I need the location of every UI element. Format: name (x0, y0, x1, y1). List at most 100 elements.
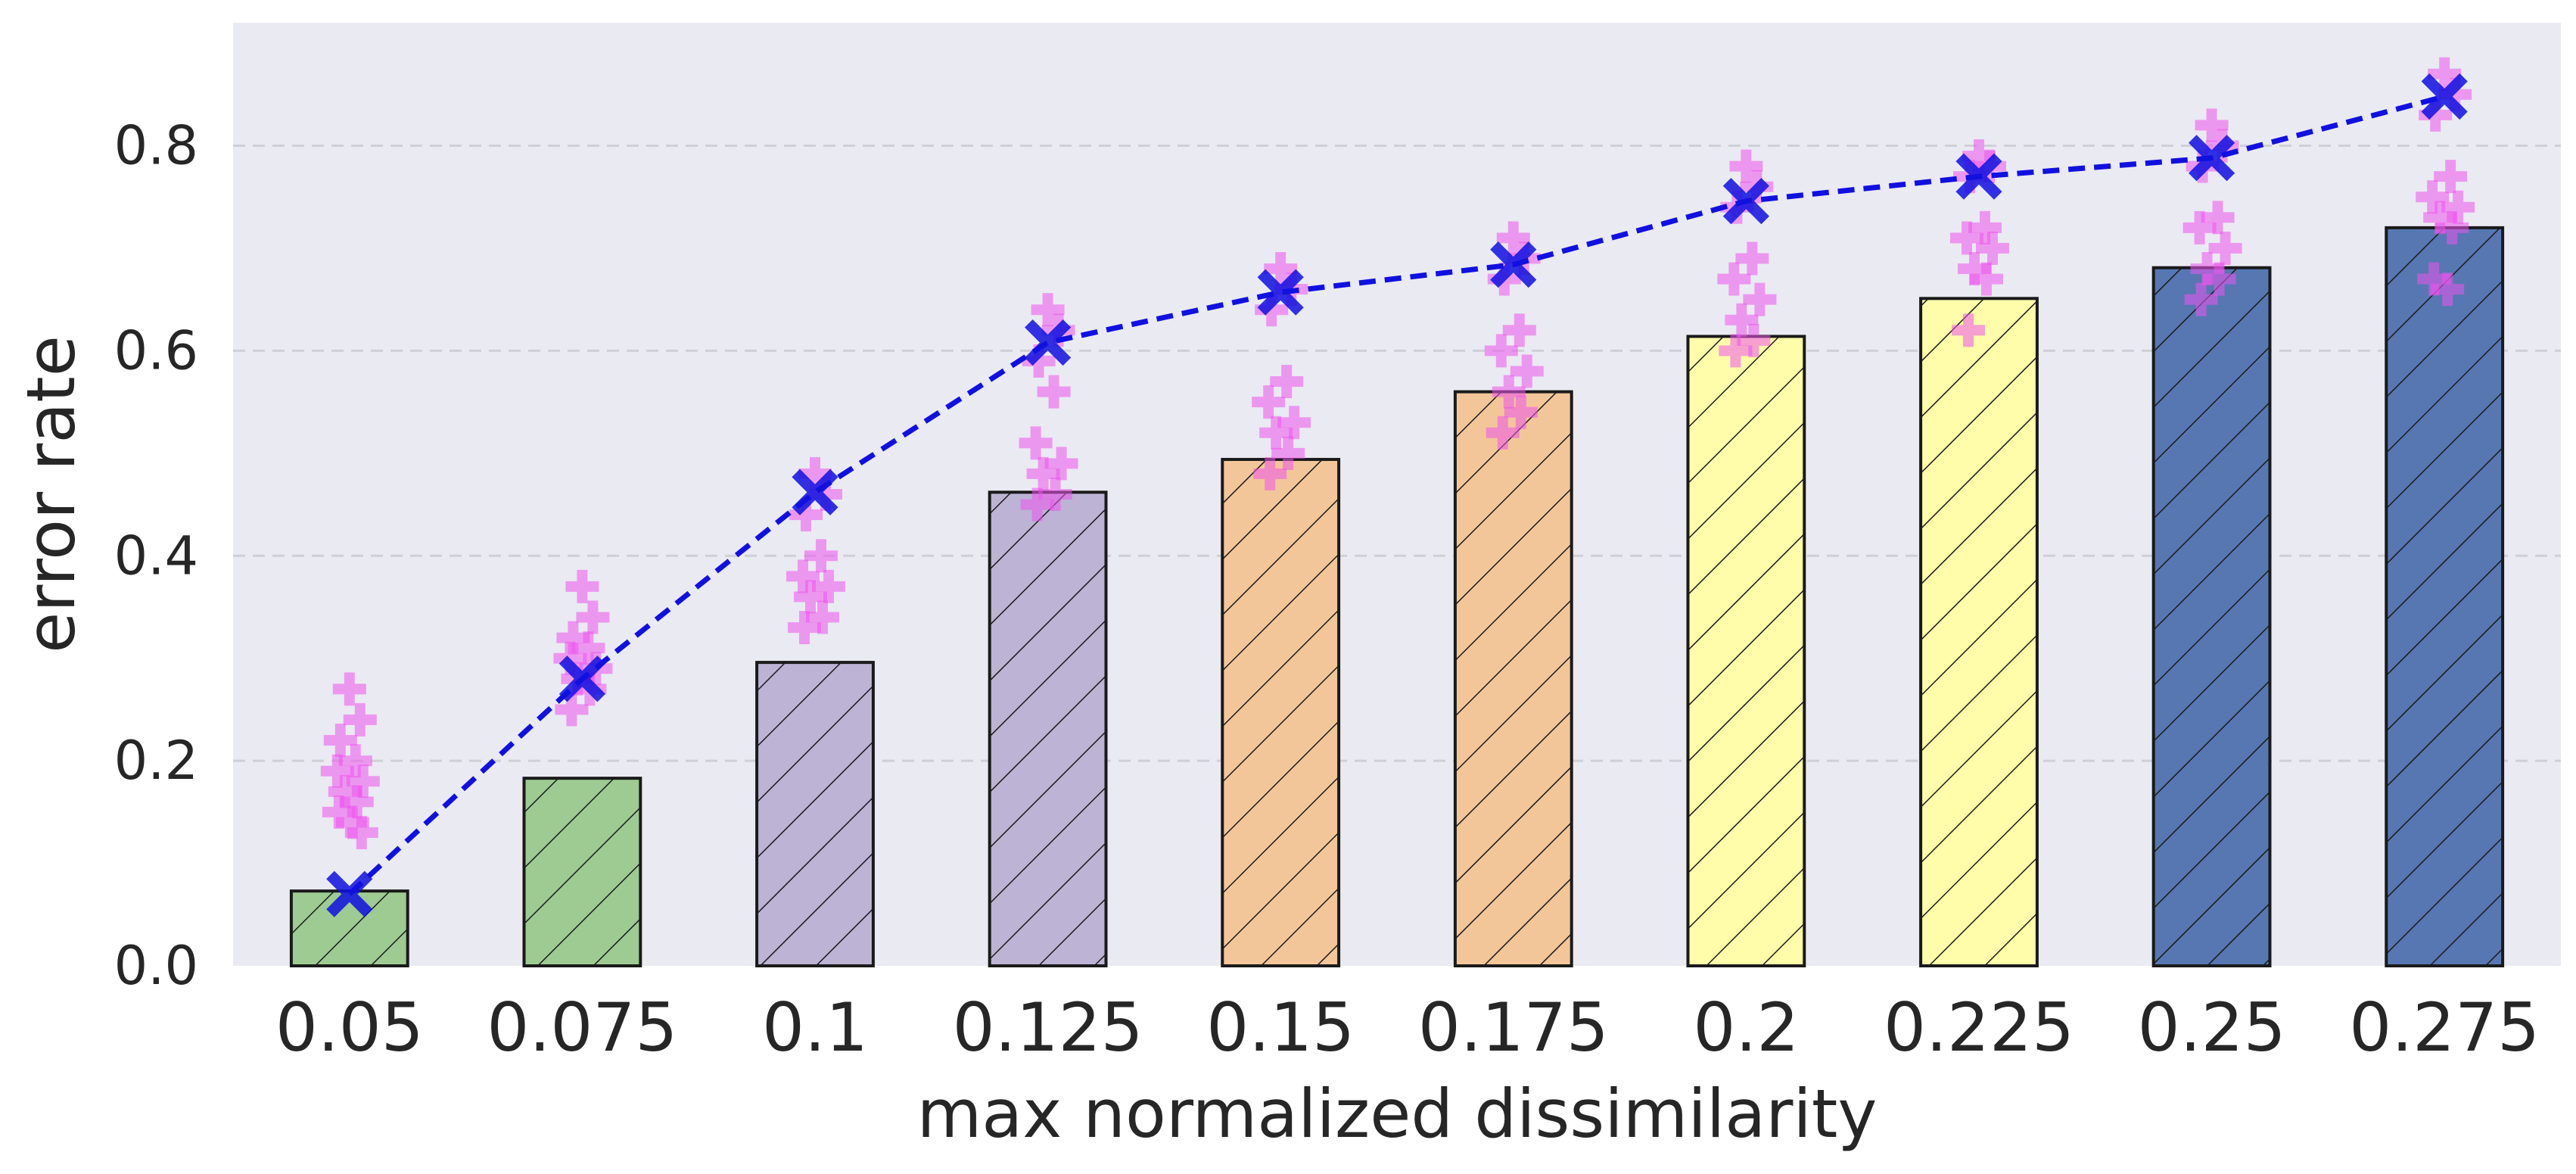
bar-hatch (1919, 297, 2039, 967)
dashed-line-series (326, 73, 2468, 917)
x-tick-label: 0.1 (762, 989, 868, 1067)
scatter-point (332, 672, 366, 706)
scatter-point (794, 580, 827, 614)
scatter-point (1271, 436, 1305, 470)
y-tick-label: 0.2 (114, 730, 198, 792)
x-tick-label: 0.25 (2138, 989, 2286, 1067)
scatter-point (2195, 108, 2229, 142)
bar (289, 889, 409, 967)
scatter-point (1270, 365, 1304, 399)
bar-hatch (2385, 226, 2505, 967)
bar-hatch (2151, 266, 2272, 967)
x-tick-label: 0.225 (1884, 989, 2074, 1067)
scatter-point (1259, 416, 1293, 450)
x-tick-label: 0.075 (487, 989, 677, 1067)
line-marker (1490, 241, 1537, 288)
y-tick-label: 0.8 (114, 115, 198, 177)
scatter-point (1504, 395, 1538, 429)
bar-hatch (1221, 457, 1341, 967)
scatter-point (806, 600, 839, 634)
scatter-point (1725, 303, 1759, 337)
scatter-point (2208, 231, 2242, 265)
scatter-point (1952, 313, 1985, 347)
scatter-point (1486, 416, 1520, 450)
line-marker (1955, 153, 2002, 200)
line-marker (2421, 73, 2468, 120)
y-tick-label: 0.6 (114, 319, 198, 381)
bar (755, 661, 875, 967)
scatter-point (788, 611, 821, 645)
scatter-point (565, 569, 599, 603)
line-marker (792, 469, 838, 515)
bar (1221, 457, 1341, 967)
x-tick-label: 0.275 (2349, 989, 2540, 1067)
x-tick-label: 0.125 (953, 989, 1143, 1067)
bar (1686, 335, 1806, 967)
line-marker (558, 656, 606, 702)
y-axis-label: error rate (12, 335, 90, 653)
scatter-point (323, 724, 357, 758)
bar-hatch (1453, 390, 1573, 967)
scatter-point (2435, 210, 2469, 244)
scatter-point (344, 815, 378, 849)
scatter-point (1026, 456, 1060, 490)
scatter-point (343, 702, 377, 736)
bar (1453, 390, 1573, 967)
scatter-point (2182, 210, 2217, 244)
x-tick-label: 0.15 (1206, 989, 1355, 1067)
scatter-point (2428, 57, 2462, 91)
bar-hatch (289, 889, 409, 967)
scatter-point (1037, 375, 1071, 409)
scatter-point (1719, 334, 1753, 368)
bar (2151, 266, 2272, 967)
y-tick-label: 0.4 (114, 525, 198, 587)
line-marker (2188, 135, 2235, 182)
x-tick-label: 0.05 (275, 989, 424, 1067)
bar-hatch (755, 661, 875, 967)
bars (289, 226, 2505, 967)
scatter-point (1970, 262, 2003, 296)
scatter-point (1976, 231, 2009, 265)
scatter-point (1253, 456, 1287, 490)
bar (2385, 226, 2505, 967)
scatter-point (1264, 252, 1298, 286)
scatter-point (1735, 241, 1769, 276)
x-tick-label: 0.175 (1418, 989, 1609, 1067)
scatter-point (1252, 385, 1286, 419)
scatter-point (1020, 487, 1054, 522)
scatter-point (1031, 293, 1065, 327)
x-axis-label: max normalized dissimilarity (917, 1075, 1878, 1153)
x-tick-label: 0.2 (1693, 989, 1799, 1067)
scatter-point (1502, 313, 1536, 347)
scatter-point (1484, 334, 1518, 368)
scatter-point (804, 539, 838, 573)
x-axis-ticks: 0.05 0.075 0.1 0.125 0.15 0.175 0.2 0.225 0.25 0.… (275, 989, 2540, 1067)
bar-hatch (1686, 335, 1806, 967)
scatter-point (555, 693, 589, 727)
line-marker (1722, 178, 1770, 225)
scatter-point (576, 600, 610, 634)
scatter-point (2431, 272, 2465, 307)
scatter-point (2202, 262, 2236, 296)
scatter-point (1950, 221, 1983, 255)
line-marker (1024, 319, 1072, 366)
scatter-point (1496, 221, 1530, 255)
scatter-point (1743, 282, 1777, 316)
scatter-point (1492, 375, 1526, 409)
bar (522, 777, 642, 967)
scatter-point (1717, 262, 1751, 296)
bar-hatch (988, 490, 1108, 967)
scatter-point (1729, 149, 1763, 183)
bar-hatch (522, 777, 642, 967)
scatter-point (2434, 160, 2468, 194)
bar (988, 490, 1108, 967)
bar (1919, 297, 2039, 967)
y-axis-ticks: 0.0 0.2 0.4 0.6 0.8 (114, 115, 198, 997)
line-marker (326, 870, 373, 917)
scatter-point (1510, 354, 1544, 388)
series-line (347, 94, 2446, 896)
y-tick-label: 0.0 (114, 935, 198, 997)
scatter-point (1019, 426, 1053, 460)
